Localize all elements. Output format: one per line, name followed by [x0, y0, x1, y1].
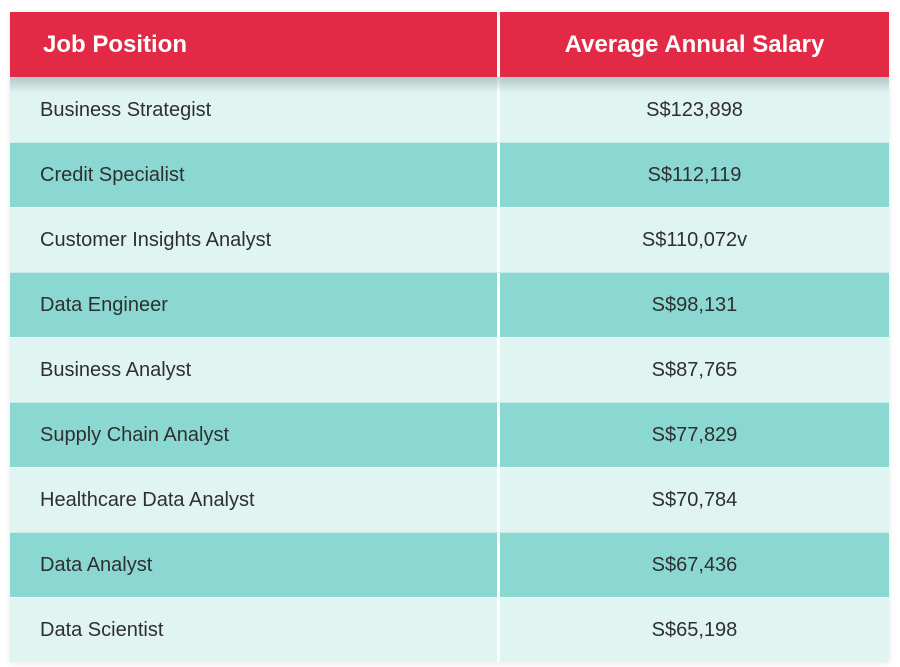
- job-position-cell: Credit Specialist: [10, 143, 500, 207]
- salary-cell: S$77,829: [651, 423, 738, 446]
- job-position-cell: Supply Chain Analyst: [10, 403, 500, 467]
- table-row: Business Strategist S$123,898: [10, 77, 889, 142]
- salary-cell: S$110,072v: [641, 228, 748, 251]
- table-header-row: Job Position Average Annual Salary: [10, 12, 889, 93]
- job-position-cell: Customer Insights Analyst: [10, 208, 500, 272]
- job-position-cell: Data Engineer: [10, 273, 500, 337]
- job-position-cell: Business Strategist: [10, 78, 500, 142]
- table-row: Customer Insights Analyst S$110,072v: [10, 207, 889, 272]
- salary-table: Job Position Average Annual Salary Busin…: [10, 12, 889, 662]
- salary-cell: S$70,784: [651, 488, 738, 511]
- job-position-cell: Data Analyst: [10, 533, 500, 597]
- salary-cell: S$98,131: [651, 293, 738, 316]
- salary-cell: S$87,765: [651, 358, 738, 381]
- salary-cell: S$67,436: [651, 553, 738, 576]
- header-cell-average-annual-salary: Average Annual Salary: [564, 30, 825, 58]
- table-row: Data Engineer S$98,131: [10, 272, 889, 337]
- table-row: Supply Chain Analyst S$77,829: [10, 402, 889, 467]
- header-cell-job-position: Job Position: [10, 12, 500, 77]
- salary-cell: S$112,119: [647, 163, 742, 186]
- table-row: Business Analyst S$87,765: [10, 337, 889, 402]
- salary-cell: S$123,898: [646, 98, 743, 121]
- table-row: Data Scientist S$65,198: [10, 597, 889, 662]
- job-position-cell: Business Analyst: [10, 338, 500, 402]
- job-position-cell: Healthcare Data Analyst: [10, 468, 500, 532]
- table-row: Healthcare Data Analyst S$70,784: [10, 467, 889, 532]
- job-position-cell: Data Scientist: [10, 598, 500, 662]
- table-row: Credit Specialist S$112,119: [10, 142, 889, 207]
- salary-cell: S$65,198: [651, 618, 738, 641]
- table-body: Business Strategist S$123,898 Credit Speci…: [10, 77, 889, 662]
- table-row: Data Analyst S$67,436: [10, 532, 889, 597]
